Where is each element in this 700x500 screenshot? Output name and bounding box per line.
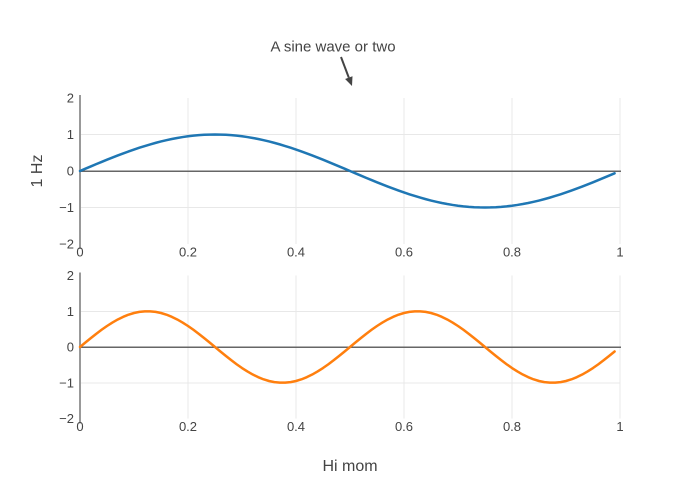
annotation-arrow-line bbox=[340, 56, 350, 78]
y-axis-tick-label: 1 bbox=[67, 127, 74, 142]
y-axis-tick-label: 2 bbox=[67, 91, 74, 106]
sine-curve-1hz[interactable] bbox=[78, 133, 616, 209]
y-axis-tick-label: 2 bbox=[67, 268, 74, 283]
subplot-bottom[interactable]: 210−1−20 0.2 0.4 0.6 0.8 1Hi mom bbox=[59, 268, 623, 475]
x-axis-tick-label: 0.2 bbox=[179, 245, 197, 260]
x-axis-tick-label: 1 bbox=[616, 419, 623, 434]
annotation-text: A sine wave or two bbox=[270, 39, 395, 56]
annotation-arrowhead-icon bbox=[345, 76, 353, 86]
x-axis-tick-label: 0 bbox=[76, 245, 83, 260]
x-axis-tick-label: 1 bbox=[616, 245, 623, 260]
x-axis-tick-label: 0.2 bbox=[179, 419, 197, 434]
y-axis-tick-label: −1 bbox=[59, 200, 74, 215]
y-axis-tick-label: 0 bbox=[67, 164, 74, 179]
x-axis-tick-label: 0.4 bbox=[287, 419, 305, 434]
x-axis-tick-label: 0.6 bbox=[395, 419, 413, 434]
y-axis-tick-label: −2 bbox=[59, 237, 74, 252]
y-axis-tick-label: −1 bbox=[59, 375, 74, 390]
y-axis-tick-label: −2 bbox=[59, 411, 74, 426]
sine-curve-2hz[interactable] bbox=[78, 310, 616, 384]
x-axis-title: Hi mom bbox=[322, 458, 377, 475]
x-axis-tick-label: 0 bbox=[76, 419, 83, 434]
subplot-top[interactable]: 210−1−20 0.2 0.4 0.6 0.8 11 Hz bbox=[29, 91, 624, 260]
x-axis-tick-label: 0.4 bbox=[287, 245, 305, 260]
y-axis-tick-label: 1 bbox=[67, 304, 74, 319]
x-axis-tick-label: 0.8 bbox=[503, 419, 521, 434]
x-axis-tick-label: 0.6 bbox=[395, 245, 413, 260]
x-axis-tick-label: 0.8 bbox=[503, 245, 521, 260]
y-axis-title: 1 Hz bbox=[29, 155, 46, 188]
annotation: A sine wave or two bbox=[270, 39, 396, 86]
y-axis-tick-label: 0 bbox=[67, 340, 74, 355]
